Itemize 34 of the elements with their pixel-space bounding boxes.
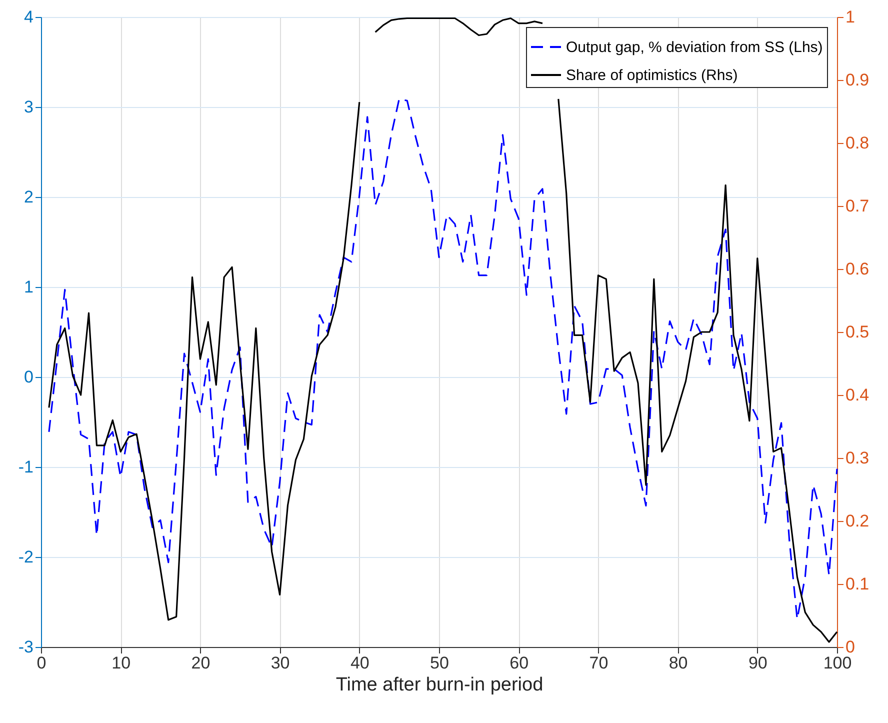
x-tick-label: 70 xyxy=(589,654,608,672)
y2-tick-label: 0.1 xyxy=(846,574,870,594)
y-tick-label: 0 xyxy=(24,368,34,386)
x-tick-label: 60 xyxy=(510,654,529,672)
y2-tick-label: 0.5 xyxy=(846,322,870,342)
y2-tick-label: 0.6 xyxy=(846,260,870,278)
y-tick-label: 4 xyxy=(24,8,34,26)
y2-tick-label: 0.2 xyxy=(846,512,870,530)
x-tick-label: 50 xyxy=(430,654,449,672)
y-tick-label: -2 xyxy=(18,548,34,566)
x-tick-label: 30 xyxy=(270,654,290,672)
x-tick-label: 20 xyxy=(191,654,210,672)
y2-tick-label: 0.8 xyxy=(846,134,870,152)
y2-tick-label: 1 xyxy=(846,8,855,26)
x-tick-label: 10 xyxy=(112,654,131,672)
y-tick-label: 3 xyxy=(24,98,34,116)
y2-tick-label: 0.4 xyxy=(846,386,870,404)
y-tick-label: 1 xyxy=(24,278,34,296)
x-tick-label: 80 xyxy=(668,654,688,672)
y2-tick-label: 0.3 xyxy=(846,448,870,468)
legend-label: Output gap, % deviation from SS (Lhs) xyxy=(566,39,823,56)
x-tick-label: 40 xyxy=(350,654,370,672)
x-axis-title: Time after burn-in period xyxy=(336,674,544,696)
y-tick-label: 2 xyxy=(24,188,34,206)
y2-tick-label: 0.9 xyxy=(846,70,870,90)
y-tick-label: -1 xyxy=(18,458,34,476)
line-series xyxy=(48,98,838,620)
x-tick-label: 100 xyxy=(823,654,852,672)
y2-tick-label: 0.7 xyxy=(846,196,870,216)
y-tick-label: -3 xyxy=(18,638,34,656)
y2-tick-label: 0 xyxy=(846,638,855,656)
x-tick-label: 90 xyxy=(748,654,768,672)
legend-label: Share of optimistics (Rhs) xyxy=(566,67,738,84)
x-tick-label: 0 xyxy=(36,654,46,672)
